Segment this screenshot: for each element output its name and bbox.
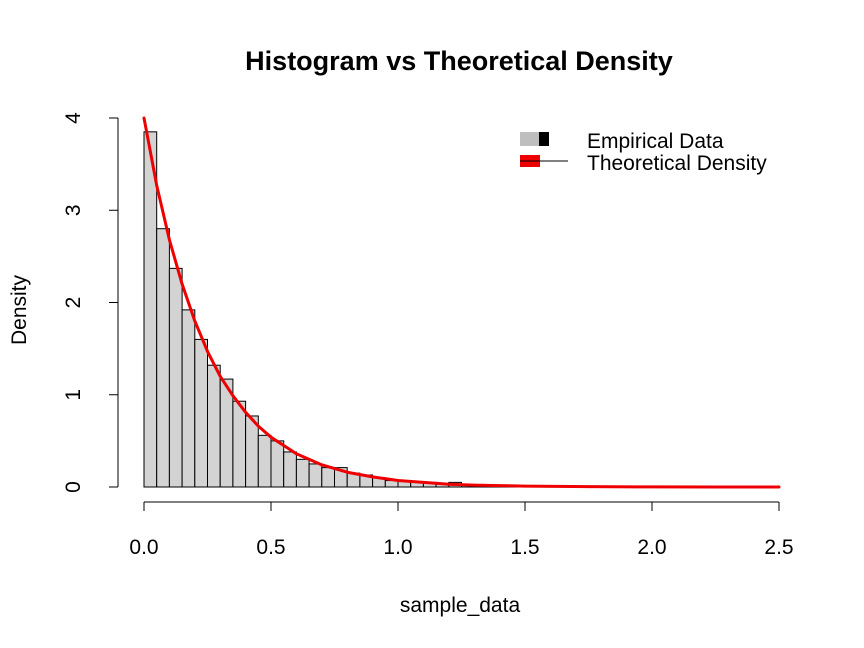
theoretical-density-curve-layer xyxy=(142,116,781,489)
histogram-bar xyxy=(295,458,310,488)
theoretical-density-curve xyxy=(142,116,781,489)
y-axis-label: Density xyxy=(8,274,31,345)
legend-empirical-swatch-fill xyxy=(520,132,540,146)
legend-empirical-swatch-border xyxy=(539,132,549,146)
histogram-bar xyxy=(270,440,285,488)
histogram-bar xyxy=(257,434,272,488)
histogram-bar xyxy=(143,131,158,488)
histogram-bar xyxy=(156,228,170,488)
x-tick-label: 1.0 xyxy=(383,536,412,559)
chart-title: Histogram vs Theoretical Density xyxy=(245,46,673,76)
x-axis: 0.0 0.5 1.0 1.5 2.0 2.5 xyxy=(129,501,794,559)
y-axis: 0 1 2 3 4 xyxy=(62,112,119,493)
y-tick-label: 0 xyxy=(62,481,85,493)
legend-label-theoretical: Theoretical Density xyxy=(587,152,767,175)
y-tick-label: 2 xyxy=(62,297,85,309)
histogram-bars xyxy=(143,131,526,488)
y-tick-label: 3 xyxy=(62,204,85,216)
y-tick-label: 1 xyxy=(62,389,85,401)
histogram-bar xyxy=(232,400,247,488)
y-tick-label: 4 xyxy=(62,112,85,124)
x-tick-label: 2.0 xyxy=(637,536,666,559)
histogram-bar xyxy=(321,467,335,488)
legend: Empirical Data Theoretical Density xyxy=(520,130,767,175)
x-axis-label: sample_data xyxy=(400,594,521,617)
histogram-bar xyxy=(308,463,323,488)
histogram-bar xyxy=(181,309,196,488)
histogram-bar xyxy=(245,415,259,488)
histogram-bar xyxy=(194,338,209,488)
x-tick-label: 0.5 xyxy=(256,536,285,559)
histogram-bar xyxy=(283,451,297,488)
histogram-bar xyxy=(168,267,183,488)
x-tick-label: 0.0 xyxy=(129,536,158,559)
x-tick-label: 2.5 xyxy=(764,536,793,559)
x-tick-label: 1.5 xyxy=(510,536,539,559)
histogram-bar xyxy=(207,364,221,488)
legend-label-empirical: Empirical Data xyxy=(587,130,724,153)
